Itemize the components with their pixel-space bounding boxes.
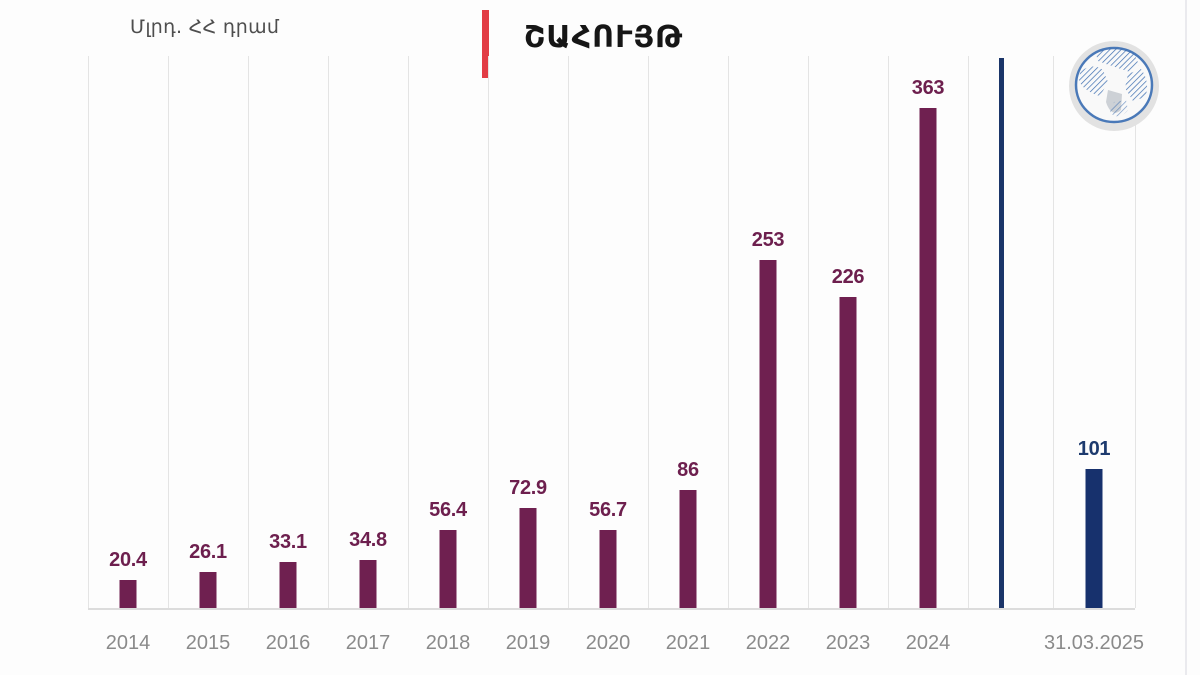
vertical-gridline (408, 56, 409, 608)
category-label-2014: 2014 (105, 632, 151, 654)
category-label-2015: 2015 (185, 632, 231, 654)
vertical-gridline (568, 56, 569, 608)
category-label-2022: 2022 (745, 632, 791, 654)
y-axis-unit-label: Մլրդ. ՀՀ դրամ (130, 16, 280, 38)
chart-title: ՇԱՀՈՒՅԹ (524, 20, 684, 55)
category-label-2024: 2024 (905, 632, 951, 654)
title-accent-bar (482, 10, 489, 78)
bar-31.03.2025 (1085, 469, 1103, 608)
value-label-2018: 56.4 (429, 499, 467, 521)
x-axis-baseline (88, 608, 1135, 610)
period-divider-line (999, 58, 1004, 608)
category-label-2018: 2018 (425, 632, 471, 654)
image-edge-line (1185, 0, 1187, 675)
globe-logo (1069, 41, 1159, 131)
value-label-2017: 34.8 (349, 529, 387, 551)
category-label-31.03.2025: 31.03.2025 (1043, 632, 1145, 654)
value-label-31.03.2025: 101 (1077, 438, 1111, 460)
vertical-gridline (648, 56, 649, 608)
vertical-gridline (888, 56, 889, 608)
vertical-gridline (728, 56, 729, 608)
category-label-2023: 2023 (825, 632, 871, 654)
vertical-gridline (328, 56, 329, 608)
bar-2019 (519, 508, 537, 608)
value-label-2021: 86 (677, 459, 699, 481)
vertical-gridline (1053, 56, 1054, 608)
bar-2016 (279, 562, 297, 608)
category-label-2017: 2017 (345, 632, 391, 654)
bar-2018 (439, 530, 457, 608)
vertical-gridline (1135, 56, 1136, 608)
value-label-2024: 363 (911, 77, 945, 99)
value-label-2020: 56.7 (589, 499, 627, 521)
value-label-2022: 253 (751, 229, 785, 251)
category-label-2020: 2020 (585, 632, 631, 654)
bar-2023 (839, 297, 857, 608)
bar-2024 (919, 108, 937, 608)
bar-2021 (679, 490, 697, 608)
bar-2017 (359, 560, 377, 608)
value-label-2019: 72.9 (509, 477, 547, 499)
vertical-gridline (168, 56, 169, 608)
category-label-2016: 2016 (265, 632, 311, 654)
bar-2014 (119, 580, 137, 608)
vertical-gridline (968, 56, 969, 608)
bar-2015 (199, 572, 217, 608)
vertical-gridline (808, 56, 809, 608)
bar-2020 (599, 530, 617, 608)
vertical-gridline (248, 56, 249, 608)
value-label-2014: 20.4 (109, 549, 147, 571)
value-label-2023: 226 (831, 266, 865, 288)
vertical-gridline (488, 56, 489, 608)
category-label-2021: 2021 (665, 632, 711, 654)
bar-2022 (759, 260, 777, 608)
vertical-gridline (88, 56, 89, 608)
value-label-2016: 33.1 (269, 531, 307, 553)
value-label-2015: 26.1 (189, 541, 227, 563)
category-label-2019: 2019 (505, 632, 551, 654)
